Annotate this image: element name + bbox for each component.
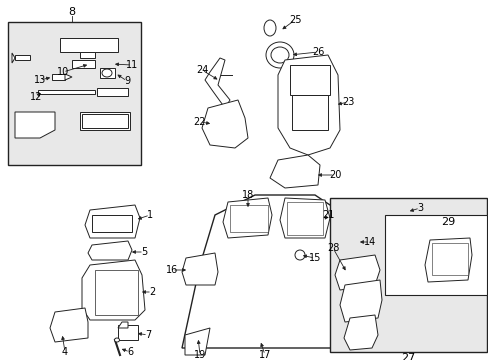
Bar	[291, 95, 327, 130]
Ellipse shape	[102, 69, 112, 77]
Polygon shape	[65, 74, 72, 80]
Bar	[80, 52, 95, 58]
Ellipse shape	[270, 47, 288, 63]
Bar	[286, 202, 323, 235]
Polygon shape	[269, 155, 319, 188]
Polygon shape	[88, 241, 132, 260]
Text: 21: 21	[321, 210, 333, 220]
Text: 28: 28	[326, 243, 339, 253]
Polygon shape	[12, 53, 15, 63]
Polygon shape	[80, 112, 130, 130]
Text: 11: 11	[125, 60, 138, 70]
Text: 20: 20	[328, 170, 341, 180]
Text: 16: 16	[165, 265, 178, 275]
Text: 24: 24	[195, 65, 208, 75]
Polygon shape	[202, 100, 247, 148]
Text: 1: 1	[146, 210, 153, 220]
Text: 17: 17	[258, 350, 271, 360]
Bar	[8, 22, 141, 165]
Text: 12: 12	[30, 92, 42, 102]
Text: 22: 22	[193, 117, 206, 127]
Text: 27: 27	[400, 353, 414, 360]
Ellipse shape	[264, 20, 275, 36]
Bar	[92, 215, 132, 232]
Ellipse shape	[294, 250, 305, 260]
Text: 29: 29	[440, 217, 454, 227]
Text: 2: 2	[148, 287, 155, 297]
Text: 5: 5	[141, 247, 147, 257]
Bar	[60, 38, 118, 52]
Bar	[118, 325, 138, 340]
Polygon shape	[82, 260, 145, 320]
Polygon shape	[118, 322, 128, 328]
Polygon shape	[15, 55, 30, 60]
Text: 26: 26	[311, 47, 324, 57]
Polygon shape	[424, 238, 471, 282]
Polygon shape	[339, 280, 381, 322]
Text: 6: 6	[127, 347, 133, 357]
Bar	[95, 270, 138, 315]
Bar	[289, 65, 329, 95]
Polygon shape	[361, 220, 374, 252]
Text: 13: 13	[34, 75, 46, 85]
Polygon shape	[182, 195, 369, 348]
Polygon shape	[15, 112, 55, 138]
Polygon shape	[204, 58, 229, 108]
Text: 23: 23	[341, 97, 353, 107]
Text: 25: 25	[288, 15, 301, 25]
Bar	[347, 228, 361, 252]
Bar	[100, 68, 115, 78]
Text: 19: 19	[193, 350, 206, 360]
Text: 14: 14	[363, 237, 375, 247]
Polygon shape	[50, 308, 88, 342]
Text: 9: 9	[123, 76, 130, 86]
Polygon shape	[334, 255, 379, 290]
Polygon shape	[278, 55, 339, 155]
Text: 8: 8	[68, 7, 76, 17]
Polygon shape	[343, 315, 377, 350]
Bar	[431, 243, 467, 275]
Polygon shape	[280, 198, 329, 238]
Bar	[329, 198, 486, 352]
Polygon shape	[223, 198, 271, 238]
Text: 15: 15	[308, 253, 321, 263]
Polygon shape	[184, 328, 209, 355]
Bar	[82, 114, 128, 128]
Text: 7: 7	[144, 330, 151, 340]
Text: 3: 3	[416, 203, 422, 213]
Polygon shape	[363, 202, 409, 218]
Polygon shape	[182, 253, 218, 285]
Text: 10: 10	[57, 67, 69, 77]
Polygon shape	[38, 90, 95, 94]
Text: 4: 4	[62, 347, 68, 357]
Bar	[97, 88, 128, 96]
Text: 18: 18	[242, 190, 254, 200]
Bar	[229, 205, 267, 232]
Ellipse shape	[114, 338, 119, 342]
Bar	[52, 74, 65, 80]
Bar	[384, 215, 486, 295]
Ellipse shape	[265, 42, 293, 68]
Bar	[72, 60, 95, 68]
Polygon shape	[85, 205, 140, 238]
